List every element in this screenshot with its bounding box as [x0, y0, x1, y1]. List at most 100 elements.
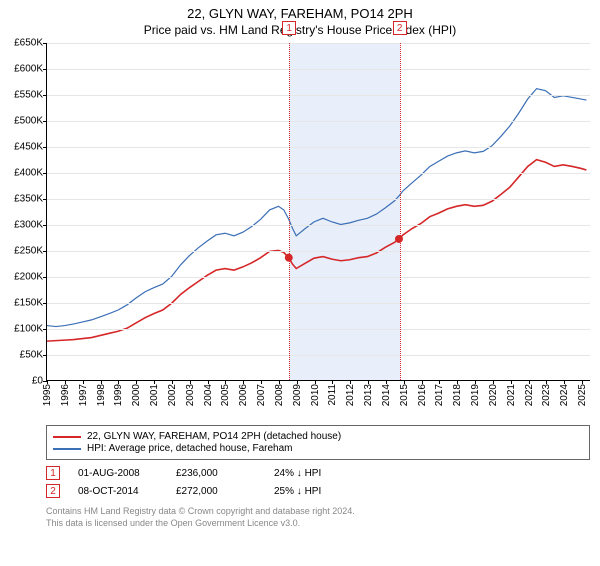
ytick [43, 43, 47, 44]
xaxis-label: 2011 [327, 384, 338, 406]
gridline-y [47, 225, 590, 226]
legend-item: 22, GLYN WAY, FAREHAM, PO14 2PH (detache… [53, 431, 583, 442]
legend-swatch [53, 448, 81, 450]
event-row: 1 01-AUG-2008 £236,000 24% ↓ HPI [46, 466, 590, 480]
xaxis-label: 2000 [131, 384, 142, 406]
footer-line: Contains HM Land Registry data © Crown c… [46, 506, 590, 518]
footer-attribution: Contains HM Land Registry data © Crown c… [46, 506, 590, 529]
event-marker: 2 [46, 484, 60, 498]
xaxis-label: 2017 [434, 384, 445, 406]
xaxis-label: 2005 [220, 384, 231, 406]
ytick [43, 121, 47, 122]
ytick [43, 147, 47, 148]
plot-region: £0£50K£100K£150K£200K£250K£300K£350K£400… [46, 43, 590, 381]
events-table: 1 01-AUG-2008 £236,000 24% ↓ HPI 2 08-OCT-201… [46, 466, 590, 498]
gridline-y [47, 43, 590, 44]
series-line-hpi [47, 89, 586, 327]
xaxis-label: 2024 [559, 384, 570, 406]
yaxis-label: £400K [14, 168, 43, 179]
xaxis-label: 2016 [417, 384, 428, 406]
event-price: £272,000 [176, 486, 256, 497]
xaxis-label: 1999 [113, 384, 124, 406]
gridline-y [47, 303, 590, 304]
gridline-y [47, 329, 590, 330]
yaxis-label: £650K [14, 38, 43, 49]
gridline-y [47, 69, 590, 70]
ytick [43, 199, 47, 200]
gridline-y [47, 199, 590, 200]
xaxis-label: 2020 [488, 384, 499, 406]
ytick [43, 251, 47, 252]
xaxis-label: 1995 [42, 384, 53, 406]
xaxis-label: 2001 [149, 384, 160, 406]
gridline-y [47, 251, 590, 252]
ytick [43, 329, 47, 330]
yaxis-label: £600K [14, 64, 43, 75]
event-date: 01-AUG-2008 [78, 468, 158, 479]
yaxis-label: £250K [14, 246, 43, 257]
xaxis-label: 2004 [203, 384, 214, 406]
legend-swatch [53, 436, 81, 438]
xaxis-label: 1997 [78, 384, 89, 406]
gridline-y [47, 95, 590, 96]
yaxis-label: £300K [14, 220, 43, 231]
ytick [43, 95, 47, 96]
event-row: 2 08-OCT-2014 £272,000 25% ↓ HPI [46, 484, 590, 498]
event-delta: 24% ↓ HPI [274, 468, 354, 479]
ytick [43, 277, 47, 278]
ytick [43, 225, 47, 226]
event-marker: 2 [393, 21, 407, 35]
ytick [43, 355, 47, 356]
gridline-y [47, 173, 590, 174]
event-marker: 1 [282, 21, 296, 35]
footer-line: This data is licensed under the Open Gov… [46, 518, 590, 530]
legend-box: 22, GLYN WAY, FAREHAM, PO14 2PH (detache… [46, 425, 590, 460]
xaxis-label: 2008 [274, 384, 285, 406]
event-delta: 25% ↓ HPI [274, 486, 354, 497]
ytick [43, 69, 47, 70]
xaxis-label: 2010 [310, 384, 321, 406]
event-price: £236,000 [176, 468, 256, 479]
xaxis-label: 2013 [363, 384, 374, 406]
event-vline [289, 43, 290, 380]
xaxis-label: 2002 [167, 384, 178, 406]
event-marker: 1 [46, 466, 60, 480]
xaxis-label: 2021 [506, 384, 517, 406]
ytick [43, 173, 47, 174]
legend-label: HPI: Average price, detached house, Fare… [87, 443, 293, 454]
xaxis-label: 2012 [345, 384, 356, 406]
xaxis-label: 2023 [541, 384, 552, 406]
yaxis-label: £500K [14, 116, 43, 127]
legend-label: 22, GLYN WAY, FAREHAM, PO14 2PH (detache… [87, 431, 341, 442]
gridline-y [47, 277, 590, 278]
xaxis-label: 2019 [470, 384, 481, 406]
yaxis-label: £200K [14, 272, 43, 283]
xaxis-label: 2022 [524, 384, 535, 406]
gridline-y [47, 121, 590, 122]
ytick [43, 303, 47, 304]
xaxis-label: 2025 [577, 384, 588, 406]
xaxis-label: 2006 [238, 384, 249, 406]
xaxis-label: 2009 [292, 384, 303, 406]
yaxis-label: £350K [14, 194, 43, 205]
chart-area: £0£50K£100K£150K£200K£250K£300K£350K£400… [46, 43, 590, 381]
gridline-y [47, 147, 590, 148]
gridline-y [47, 355, 590, 356]
event-vline [400, 43, 401, 380]
xaxis-label: 2003 [185, 384, 196, 406]
xaxis-label: 1998 [96, 384, 107, 406]
yaxis-label: £100K [14, 324, 43, 335]
xaxis-label: 2015 [399, 384, 410, 406]
xaxis-label: 2014 [381, 384, 392, 406]
event-date: 08-OCT-2014 [78, 486, 158, 497]
yaxis-label: £50K [20, 350, 43, 361]
xaxis-label: 2007 [256, 384, 267, 406]
yaxis-label: £450K [14, 142, 43, 153]
chart-title: 22, GLYN WAY, FAREHAM, PO14 2PH [0, 6, 600, 21]
legend-item: HPI: Average price, detached house, Fare… [53, 443, 583, 454]
yaxis-label: £150K [14, 298, 43, 309]
yaxis-label: £550K [14, 90, 43, 101]
xaxis-label: 1996 [60, 384, 71, 406]
xaxis-label: 2018 [452, 384, 463, 406]
chart-subtitle: Price paid vs. HM Land Registry's House … [0, 23, 600, 37]
